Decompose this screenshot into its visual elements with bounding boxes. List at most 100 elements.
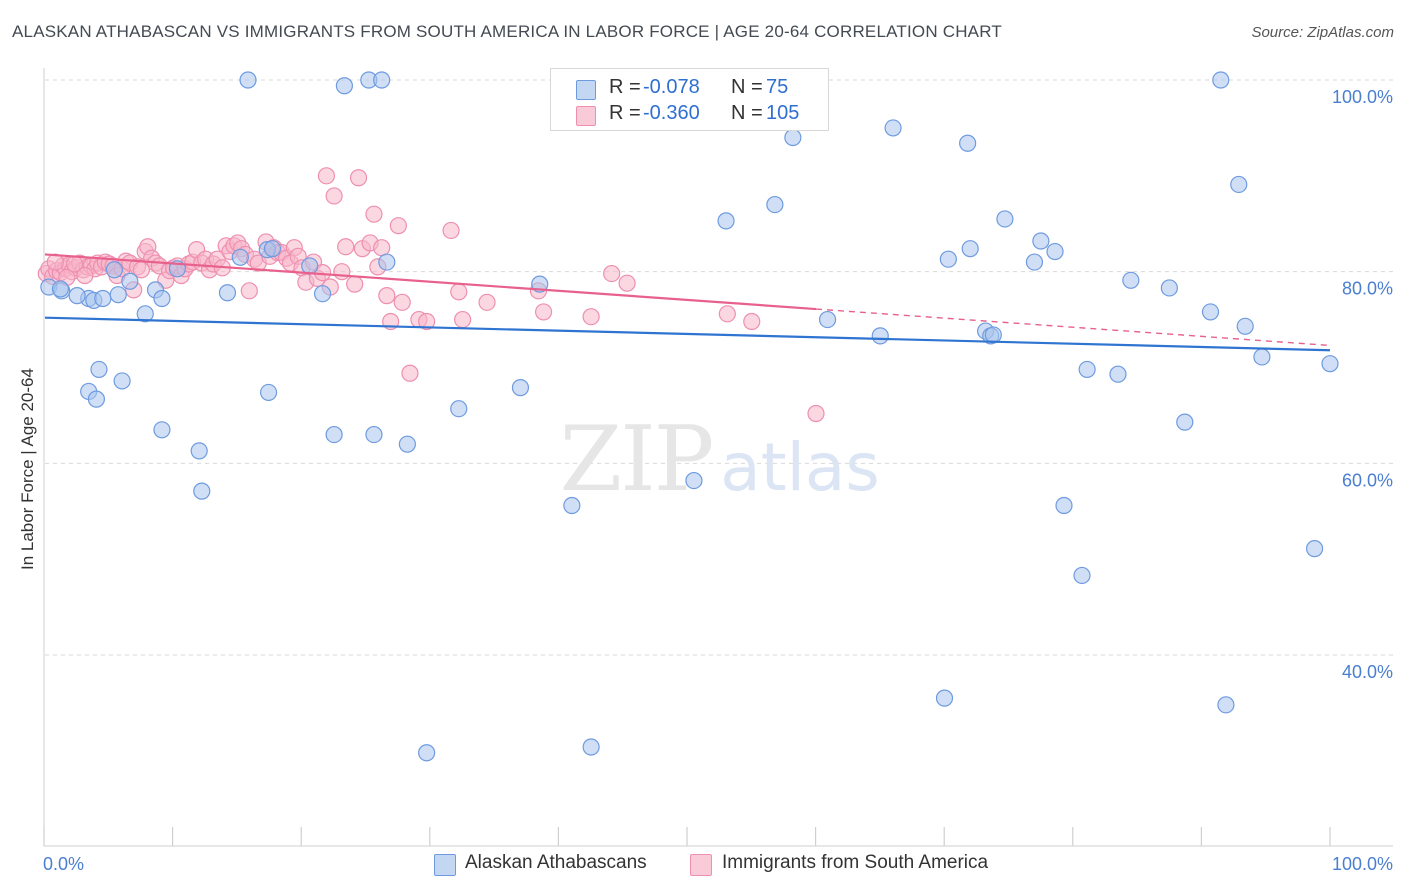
athabascan-point bbox=[51, 280, 70, 298]
n-label: N = bbox=[731, 76, 763, 98]
athabascan-point bbox=[984, 326, 1002, 344]
legend-swatch-immigrants bbox=[690, 854, 712, 876]
athabascan-point bbox=[1253, 348, 1271, 366]
watermark-atlas: atlas bbox=[720, 429, 880, 506]
athabascan-point bbox=[685, 471, 703, 490]
athabascan-point bbox=[239, 71, 257, 89]
axes bbox=[43, 68, 1393, 847]
athabascan-point bbox=[939, 250, 957, 268]
immigrant-point bbox=[337, 238, 355, 256]
gridlines bbox=[45, 79, 1393, 656]
athabascan-point bbox=[105, 261, 123, 279]
y-tick-label: 80.0% bbox=[1342, 279, 1393, 299]
immigrant-point bbox=[450, 283, 468, 301]
x-tick-label-max: 100.0% bbox=[1332, 854, 1393, 874]
immigrant-point bbox=[807, 404, 825, 423]
immigrant-point bbox=[349, 169, 368, 187]
immigrant-point bbox=[718, 305, 736, 323]
trend-line-solid bbox=[44, 253, 817, 311]
stats-legend: R = -0.078 N = 75 R = -0.360 N = 105 bbox=[550, 68, 829, 131]
athabascan-point bbox=[121, 272, 139, 290]
source-label: Source: ZipAtlas.com bbox=[1251, 24, 1394, 41]
immigrant-point bbox=[389, 217, 407, 235]
athabascan-point bbox=[959, 134, 977, 152]
series-athabascans-points bbox=[40, 71, 1339, 762]
immigrant-point bbox=[346, 275, 364, 293]
legend-swatch-athabascans bbox=[434, 854, 456, 876]
athabascan-point bbox=[935, 689, 954, 707]
immigrant-point bbox=[418, 312, 436, 331]
athabascan-point bbox=[1078, 360, 1096, 379]
athabascan-point bbox=[450, 400, 468, 418]
athabascan-point bbox=[136, 305, 154, 323]
athabascan-point bbox=[961, 240, 979, 258]
athabascan-point bbox=[263, 240, 282, 258]
athabascan-point bbox=[68, 287, 86, 305]
athabascan-point bbox=[1122, 271, 1140, 289]
trend-lines bbox=[44, 253, 1331, 352]
immigrant-point bbox=[240, 282, 258, 300]
athabascan-point bbox=[153, 289, 171, 308]
athabascan-point bbox=[218, 284, 237, 302]
watermark-zip: ZIP bbox=[560, 407, 713, 512]
n-label: N = bbox=[731, 102, 763, 124]
immigrant-point bbox=[534, 303, 553, 321]
r-value: -0.360 bbox=[643, 102, 700, 124]
athabascan-point bbox=[818, 310, 837, 329]
athabascan-point bbox=[1073, 566, 1091, 585]
immigrant-point bbox=[401, 364, 419, 382]
y-tick-label: 100.0% bbox=[1332, 87, 1393, 107]
r-value: -0.078 bbox=[643, 76, 700, 98]
athabascan-point bbox=[231, 248, 249, 266]
immigrant-point bbox=[317, 167, 336, 185]
n-value: 75 bbox=[766, 76, 789, 98]
immigrant-point bbox=[333, 263, 351, 281]
athabascan-point bbox=[1236, 317, 1254, 335]
y-tick-label: 40.0% bbox=[1342, 662, 1393, 682]
athabascan-point bbox=[109, 286, 127, 304]
athabascan-point bbox=[563, 496, 581, 515]
athabascan-point bbox=[511, 379, 530, 397]
athabascan-point bbox=[1109, 365, 1127, 383]
r-label: R = bbox=[609, 76, 641, 98]
athabascan-point bbox=[871, 327, 889, 345]
legend-label-athabascans: Alaskan Athabascans bbox=[465, 852, 647, 873]
r-label: R = bbox=[609, 102, 641, 124]
athabascan-point bbox=[784, 128, 802, 147]
athabascan-point bbox=[378, 253, 396, 271]
athabascan-point bbox=[1160, 279, 1178, 297]
tick-labels: 40.0% 60.0% 80.0% 100.0% 0.0% 100.0% bbox=[43, 87, 1393, 874]
legend-label-immigrants: Immigrants from South America bbox=[722, 852, 989, 873]
athabascan-point bbox=[996, 210, 1014, 228]
blue-swatch bbox=[576, 80, 596, 100]
athabascan-point bbox=[153, 421, 171, 439]
athabascan-point bbox=[1217, 696, 1235, 714]
series-legend: Alaskan Athabascans Immigrants from Sout… bbox=[0, 852, 1406, 878]
athabascan-point bbox=[325, 425, 343, 444]
athabascan-point bbox=[1055, 496, 1073, 515]
pink-swatch bbox=[576, 106, 596, 126]
immigrant-point bbox=[365, 205, 383, 223]
athabascan-point bbox=[87, 390, 106, 408]
athabascan-point bbox=[1321, 355, 1339, 373]
immigrant-point bbox=[76, 266, 94, 285]
athabascan-point bbox=[1305, 540, 1324, 558]
athabascan-point bbox=[113, 372, 131, 390]
athabascan-point bbox=[766, 195, 784, 214]
y-axis-label: In Labor Force | Age 20-64 bbox=[18, 368, 37, 570]
immigrant-point bbox=[603, 264, 621, 283]
chart-title: ALASKAN ATHABASCAN VS IMMIGRANTS FROM SO… bbox=[12, 22, 1002, 41]
immigrant-point bbox=[393, 293, 411, 311]
athabascan-point bbox=[1046, 242, 1064, 261]
athabascan-point bbox=[1032, 232, 1050, 250]
athabascan-point bbox=[1230, 175, 1248, 194]
immigrant-point bbox=[454, 310, 472, 329]
x-tick-label-min: 0.0% bbox=[43, 854, 84, 874]
athabascan-point bbox=[1201, 303, 1220, 321]
athabascan-point bbox=[335, 77, 354, 95]
athabascan-point bbox=[884, 119, 902, 137]
athabascan-point bbox=[398, 435, 416, 453]
athabascan-point bbox=[365, 425, 383, 444]
athabascan-point bbox=[313, 285, 332, 303]
athabascan-point bbox=[90, 360, 108, 379]
